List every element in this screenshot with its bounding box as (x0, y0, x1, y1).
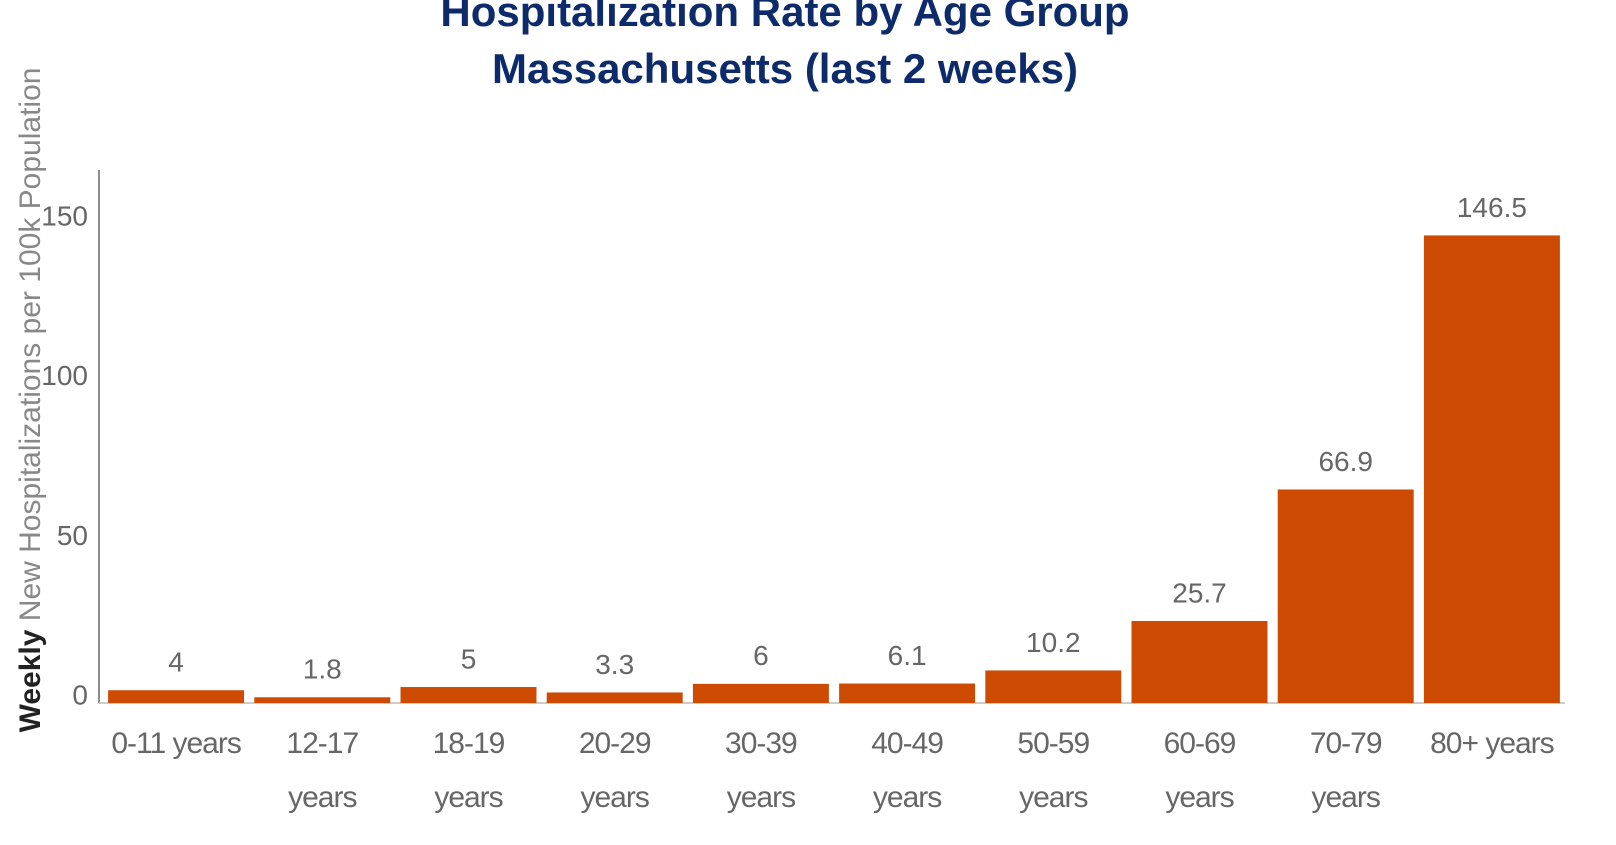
bar (985, 670, 1122, 703)
bar (839, 683, 976, 703)
x-tick-label: 12-17 years (286, 727, 359, 814)
bar (692, 683, 829, 703)
chart-subtitle: Massachusetts (last 2 weeks) (492, 45, 1078, 92)
value-label: 6 (753, 640, 769, 671)
bar (1277, 489, 1414, 703)
y-axis-label-rest: New Hospitalizations per 100k Population (14, 68, 47, 622)
bar (1131, 620, 1268, 703)
value-label: 5 (461, 643, 477, 674)
value-label: 3.3 (595, 649, 634, 680)
value-label: 25.7 (1172, 577, 1227, 608)
bar (1423, 235, 1560, 703)
x-tick-label: 70-79 years (1309, 727, 1383, 814)
value-label: 6.1 (888, 640, 927, 671)
bar (546, 692, 683, 703)
x-tick-label: 40-49 years (871, 727, 944, 814)
x-tick-label: 30-39 years (725, 727, 798, 814)
bar (254, 697, 391, 703)
value-label: 1.8 (303, 654, 342, 685)
y-tick-label: 0 (72, 679, 88, 710)
y-axis-label: Weekly New Hospitalizations per 100k Pop… (14, 68, 47, 733)
y-tick-label: 150 (41, 201, 88, 232)
y-axis-label-bold: Weekly (14, 629, 47, 732)
value-label: 10.2 (1026, 627, 1081, 658)
y-tick-label: 100 (41, 360, 88, 391)
value-label: 146.5 (1457, 192, 1527, 223)
chart-title: Hospitalization Rate by Age Group (440, 0, 1129, 35)
value-label: 66.9 (1318, 446, 1373, 477)
x-tick-label: 80+ years (1430, 727, 1555, 760)
bar (108, 690, 245, 703)
x-tick-label: 0-11 years (111, 727, 242, 760)
y-tick-label: 50 (57, 520, 88, 551)
value-label: 4 (168, 647, 184, 678)
x-tick-label: 60-69 years (1163, 727, 1237, 814)
x-tick-label: 18-19 years (432, 727, 506, 814)
bar (400, 687, 537, 703)
x-tick-label: 50-59 years (1017, 727, 1090, 814)
x-tick-label: 20-29 years (578, 727, 652, 814)
